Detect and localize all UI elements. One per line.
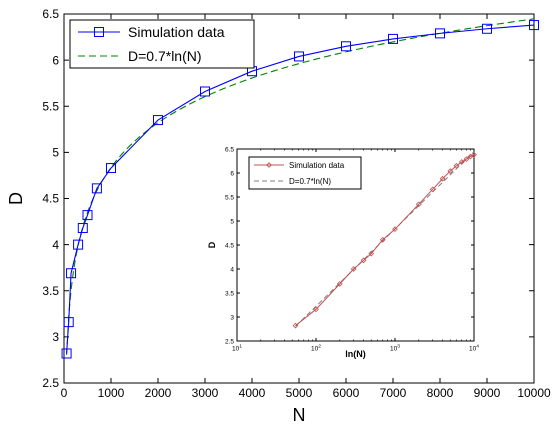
data-point [292, 322, 299, 329]
inset-chart: 2.5 3 3.5 4 4.5 5 5.5 6 6.5 101 102 103 104 ln(N) D Sim… [207, 146, 479, 359]
x-tick-label: 9000 [474, 386, 501, 400]
y-tick-label: 6.5 [42, 7, 59, 21]
data-point [453, 162, 460, 169]
series-line-simulation [66, 24, 535, 354]
data-point [153, 115, 163, 126]
data-point [91, 183, 102, 194]
data-point [368, 250, 375, 257]
x-tick-label: 6000 [333, 386, 360, 400]
data-point [471, 151, 477, 158]
x-tick-label: 3000 [192, 386, 219, 400]
y-tick-label: 4.5 [225, 242, 234, 249]
series-line-fit [66, 18, 535, 355]
data-point [392, 226, 398, 233]
y-tick-label: 5 [230, 218, 234, 225]
x-tick-label: 7000 [380, 386, 407, 400]
y-tick-label: 2.5 [42, 376, 59, 390]
x-tick-label: 101 [232, 344, 242, 353]
y-tick-label: 6 [52, 53, 59, 67]
y-tick-label: 6 [230, 170, 234, 177]
y-tick-label: 6.5 [225, 146, 234, 153]
legend-marker [94, 27, 104, 37]
x-axis-label: N [293, 405, 306, 425]
x-tick-label: 104 [469, 344, 479, 353]
legend-marker [266, 162, 272, 168]
x-tick-label: 10000 [517, 386, 551, 400]
legend-label-fit: D=0.7*ln(N) [289, 177, 331, 186]
y-tick-label: 4.5 [42, 192, 59, 206]
data-point [429, 186, 436, 193]
data-point [73, 239, 84, 250]
legend-box [248, 156, 362, 190]
x-tick-label: 2000 [145, 386, 172, 400]
data-point [435, 28, 445, 39]
data-point [313, 306, 319, 313]
y-tick-label: 4 [230, 266, 234, 273]
y-tick-label: 3 [52, 330, 59, 344]
y-tick-label: 3.5 [225, 290, 234, 297]
x-tick-label: 8000 [427, 386, 454, 400]
data-point [82, 210, 93, 221]
y-tick-label: 3 [230, 314, 234, 321]
data-point [341, 41, 351, 52]
x-axis-label: ln(N) [345, 349, 366, 359]
x-tick-label: 102 [311, 344, 321, 353]
legend-label-simulation: Simulation data [128, 24, 225, 40]
x-tick-label: 4000 [239, 386, 266, 400]
data-point [447, 168, 454, 174]
data-point [439, 175, 446, 182]
data-point [360, 257, 367, 264]
data-point [415, 201, 422, 208]
x-tick-label: 5000 [286, 386, 313, 400]
data-point [350, 266, 357, 272]
data-point [77, 223, 88, 234]
data-point [529, 20, 539, 31]
x-tick-label: 1000 [98, 386, 125, 400]
data-point [463, 156, 470, 162]
data-point [294, 51, 304, 62]
data-point [66, 268, 77, 279]
data-point [388, 33, 398, 44]
data-point [63, 317, 74, 328]
data-point [61, 348, 72, 359]
y-tick-label: 3.5 [42, 284, 59, 298]
data-point [106, 163, 116, 174]
y-tick-label: 4 [52, 238, 59, 252]
data-point [336, 281, 343, 287]
y-tick-label: 5 [52, 146, 59, 160]
y-tick-label: 5.5 [42, 99, 59, 113]
data-point [458, 159, 465, 165]
y-tick-label: 5.5 [225, 194, 234, 201]
x-tick-label: 0 [61, 386, 68, 400]
legend-label-simulation: Simulation data [289, 161, 345, 170]
data-point [200, 86, 210, 97]
legend-label-fit: D=0.7*ln(N) [128, 48, 202, 64]
legend: Simulation data D=0.7*ln(N) [69, 19, 255, 69]
y-axis-label: D [6, 192, 26, 205]
data-point [379, 236, 386, 243]
y-axis-label: D [207, 241, 217, 248]
x-tick-label: 103 [390, 344, 400, 353]
y-tick-label: 2.5 [225, 338, 234, 345]
data-point [467, 153, 474, 160]
legend: Simulation data D=0.7*ln(N) [248, 156, 362, 190]
data-point [482, 23, 492, 34]
